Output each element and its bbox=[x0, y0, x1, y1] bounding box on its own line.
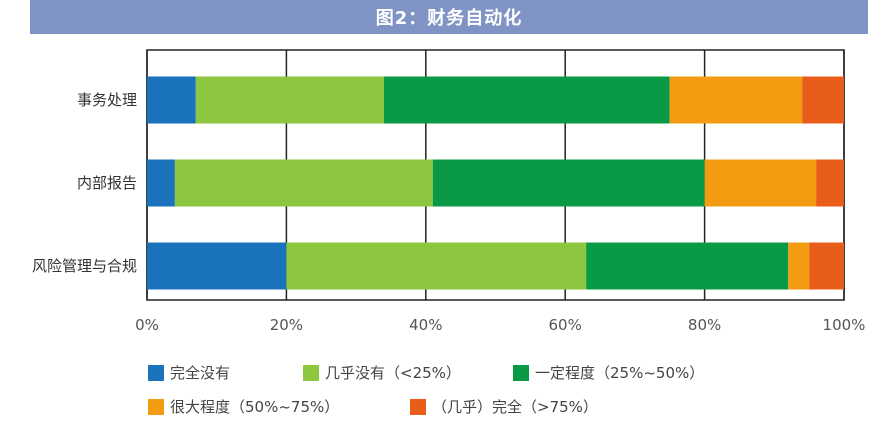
bar-segment bbox=[383, 76, 670, 124]
bar-segment bbox=[432, 159, 705, 207]
legend-item: 一定程度（25%~50%） bbox=[513, 362, 704, 383]
legend-label: 一定程度（25%~50%） bbox=[535, 364, 705, 382]
legend-label: 几乎没有（<25%） bbox=[325, 364, 461, 382]
bar-segment bbox=[147, 76, 196, 124]
legend-item: 几乎没有（<25%） bbox=[303, 362, 461, 383]
x-tick-label: 0% bbox=[135, 316, 159, 334]
x-tick-label: 20% bbox=[270, 316, 303, 334]
bar-segment bbox=[788, 242, 810, 290]
legend-swatch bbox=[148, 364, 164, 381]
legend-swatch bbox=[410, 398, 426, 415]
legend-swatch bbox=[303, 364, 319, 381]
legend-label: （几乎）完全（>75%） bbox=[432, 398, 598, 416]
bar-segment bbox=[669, 76, 803, 124]
bar-segment bbox=[704, 159, 817, 207]
bar-segment bbox=[147, 159, 175, 207]
legend-item: 完全没有 bbox=[148, 362, 230, 383]
chart-title-bar: 图2：财务自动化 bbox=[30, 0, 868, 34]
legend-item: （几乎）完全（>75%） bbox=[410, 396, 598, 417]
bar-segment bbox=[816, 159, 844, 207]
legend-label: 很大程度（50%~75%） bbox=[170, 398, 340, 416]
category-label: 内部报告 bbox=[77, 174, 137, 192]
bar-segment bbox=[586, 242, 789, 290]
category-label: 事务处理 bbox=[77, 91, 137, 109]
category-label: 风险管理与合规 bbox=[32, 257, 137, 275]
legend-swatch bbox=[513, 364, 529, 381]
x-tick-label: 60% bbox=[549, 316, 582, 334]
bar-segment bbox=[147, 242, 287, 290]
x-tick-label: 100% bbox=[823, 316, 866, 334]
bar-segment bbox=[809, 242, 844, 290]
chart-title: 图2：财务自动化 bbox=[375, 8, 523, 29]
bar-segment bbox=[286, 242, 587, 290]
legend-swatch bbox=[148, 398, 164, 415]
legend-item: 很大程度（50%~75%） bbox=[148, 396, 339, 417]
bar-segment bbox=[174, 159, 433, 207]
x-tick-label: 40% bbox=[409, 316, 442, 334]
bar-segment bbox=[195, 76, 384, 124]
bar-segment bbox=[802, 76, 844, 124]
x-tick-label: 80% bbox=[688, 316, 721, 334]
legend-label: 完全没有 bbox=[170, 364, 231, 382]
